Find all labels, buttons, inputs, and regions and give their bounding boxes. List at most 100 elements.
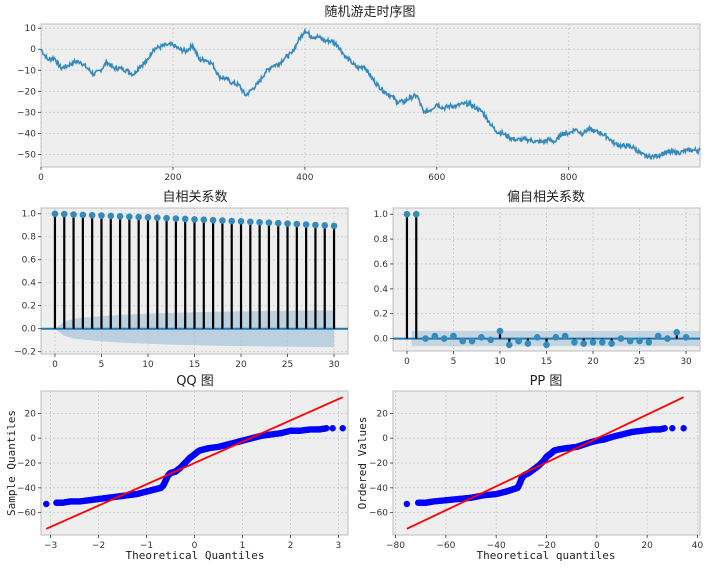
pacf-marker — [468, 337, 476, 345]
acf-marker — [312, 221, 319, 229]
acf-marker — [88, 211, 96, 219]
pacf-marker — [645, 338, 653, 346]
pacf-marker — [552, 334, 560, 341]
y-tick-label: −60 — [17, 509, 36, 519]
pacf-marker — [617, 335, 625, 342]
y-tick-label: −60 — [369, 509, 388, 519]
x-tick-label: 200 — [164, 173, 181, 183]
acf-marker — [293, 220, 301, 228]
pp-title: PP 图 — [530, 374, 563, 389]
acf-marker — [70, 211, 77, 218]
y-tick-label: 0.4 — [22, 279, 37, 289]
pp-ylabel: Ordered Values — [356, 417, 369, 510]
pacf-marker — [608, 340, 615, 347]
pacf-marker — [682, 334, 690, 341]
y-tick-label: 10 — [25, 24, 37, 34]
x-tick-label: −2 — [92, 541, 105, 551]
acf-marker — [153, 214, 161, 221]
qq-point — [329, 425, 336, 432]
acf-title: 自相关系数 — [162, 190, 227, 205]
acf-marker — [265, 219, 273, 227]
pacf-marker — [478, 334, 485, 341]
y-tick-label: 0.8 — [22, 233, 37, 243]
pacf-marker — [487, 336, 494, 344]
pacf-marker — [515, 337, 522, 345]
acf-axes: 0 5 10 15 20 25 30 1.0 0.8 0.6 0.4 0.2 0.0 −0.2 — [14, 207, 349, 370]
pp-fit-line — [406, 396, 685, 530]
acf-marker — [116, 212, 124, 220]
pacf-marker — [626, 337, 634, 345]
y-tick-label: 0 — [30, 45, 36, 55]
acf-marker — [247, 218, 254, 226]
pacf-axes: 0 5 10 15 20 25 30 1.0 0.8 0.6 0.4 0.2 0.0 — [374, 207, 701, 367]
x-tick-label: 20 — [641, 541, 653, 551]
pacf-marker — [561, 332, 569, 340]
pacf-marker — [440, 335, 448, 342]
y-tick-label: 20 — [377, 409, 389, 419]
acf-marker — [274, 219, 282, 227]
pacf-marker — [422, 335, 429, 342]
x-tick-label: 0 — [192, 541, 198, 551]
qq-point — [43, 500, 50, 508]
pacf-marker — [533, 334, 541, 341]
acf-marker — [330, 222, 338, 230]
pp-xlabel: Theoretical quantiles — [476, 549, 615, 562]
y-tick-label: −50 — [17, 150, 36, 160]
x-tick-label: 600 — [428, 173, 445, 183]
y-tick-label: 0 — [30, 434, 36, 444]
pacf-marker — [412, 210, 420, 218]
pacf-marker — [431, 332, 439, 340]
pp-point — [669, 425, 676, 432]
acf-marker — [321, 222, 329, 229]
pacf-marker — [580, 340, 588, 347]
pacf-marker — [664, 335, 671, 342]
acf-marker — [172, 215, 180, 222]
acf-marker — [60, 210, 68, 218]
acf-marker — [135, 213, 142, 221]
pacf-marker — [450, 332, 457, 340]
random-walk-title: 随机游走时序图 — [324, 5, 415, 20]
x-tick-label: 5 — [99, 360, 105, 370]
y-tick-label: 20 — [25, 409, 37, 419]
y-tick-label: −0.2 — [14, 348, 36, 358]
pp-axes: −80 −60 −40 −20 0 20 40 20 0 −20 −40 −60 — [369, 390, 703, 551]
pacf-marker — [599, 338, 606, 346]
x-tick-label: 10 — [142, 360, 154, 370]
x-tick-label: −1 — [140, 541, 153, 551]
random-walk-axes: 0 200 400 600 800 10 0 −10 −20 −30 −40 −50 — [17, 23, 701, 183]
acf-marker — [107, 212, 115, 220]
x-tick-label: −20 — [537, 541, 556, 551]
pacf-marker — [636, 337, 643, 345]
qq-axes: −3 −2 −1 0 1 2 3 20 0 −20 −40 −60 — [17, 390, 349, 551]
plot-area — [40, 23, 701, 168]
pacf-marker — [543, 341, 550, 349]
y-tick-label: −20 — [17, 459, 36, 469]
x-tick-label: 0 — [52, 360, 58, 370]
x-tick-label: 20 — [587, 357, 599, 367]
qq-xlabel: Theoretical Quantiles — [125, 549, 264, 562]
acf-marker — [181, 215, 189, 223]
pacf-marker — [654, 332, 662, 340]
qq-point — [339, 425, 346, 432]
x-tick-label: 15 — [541, 357, 552, 367]
x-tick-label: −80 — [386, 541, 405, 551]
acf-marker — [51, 210, 59, 218]
x-tick-label: 2 — [288, 541, 294, 551]
acf-marker — [302, 221, 310, 228]
x-tick-label: 30 — [328, 360, 340, 370]
x-tick-label: 30 — [680, 357, 692, 367]
qq-point — [323, 425, 330, 432]
y-tick-label: −20 — [369, 459, 388, 469]
y-tick-label: −10 — [17, 66, 36, 76]
y-tick-label: −40 — [17, 129, 36, 139]
acf-marker — [98, 212, 105, 219]
x-tick-label: −3 — [44, 541, 57, 551]
y-tick-label: 0.0 — [374, 335, 389, 345]
acf-marker — [256, 218, 263, 226]
y-tick-label: −40 — [17, 484, 36, 494]
pacf-marker — [589, 338, 597, 346]
y-tick-label: −40 — [369, 484, 388, 494]
y-tick-label: −20 — [17, 87, 36, 97]
qq-title: QQ 图 — [176, 374, 214, 389]
acf-marker — [219, 217, 226, 224]
